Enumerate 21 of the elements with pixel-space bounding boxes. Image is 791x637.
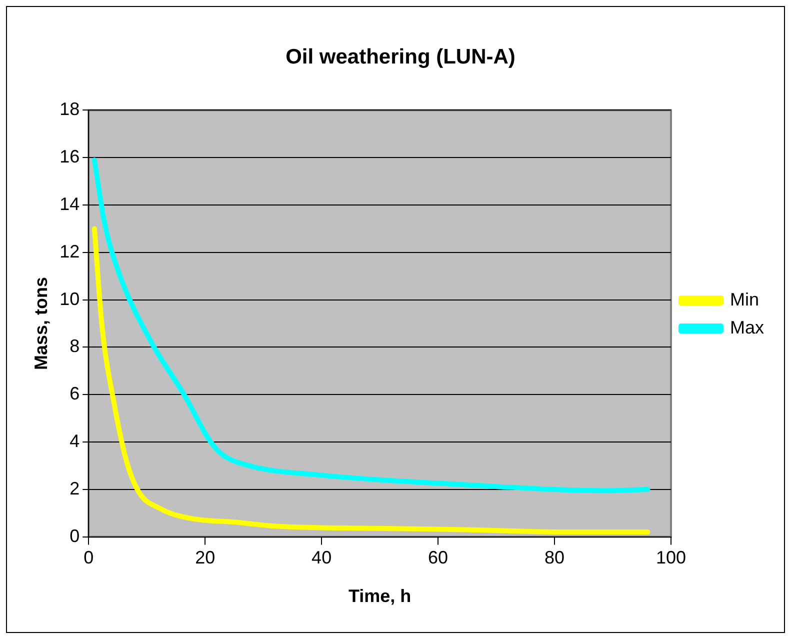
legend-label: Min: [730, 289, 760, 310]
x-tick-label: 80: [544, 548, 565, 568]
y-tick-label: 18: [60, 99, 80, 120]
chart-title: Oil weathering (LUN-A): [286, 45, 516, 68]
x-tick-label: 100: [656, 548, 686, 568]
y-tick-label: 4: [70, 430, 80, 451]
y-tick-label: 6: [70, 384, 80, 404]
legend-label: Max: [730, 317, 764, 338]
y-axis-title: Mass, tons: [30, 276, 51, 370]
y-tick-label: 12: [60, 241, 80, 262]
y-tick-label: 8: [70, 336, 80, 356]
y-tick-label: 14: [60, 194, 80, 214]
x-tick-label: 60: [428, 548, 448, 568]
y-tick-label: 0: [70, 526, 80, 546]
x-tick-label: 40: [312, 548, 332, 568]
x-tick-label: 0: [84, 548, 94, 568]
x-tick-label: 20: [195, 548, 216, 568]
x-axis-title: Time, h: [348, 586, 412, 606]
y-tick-label: 2: [70, 478, 80, 498]
y-tick-label: 10: [60, 288, 80, 309]
y-tick-label: 16: [60, 146, 80, 167]
